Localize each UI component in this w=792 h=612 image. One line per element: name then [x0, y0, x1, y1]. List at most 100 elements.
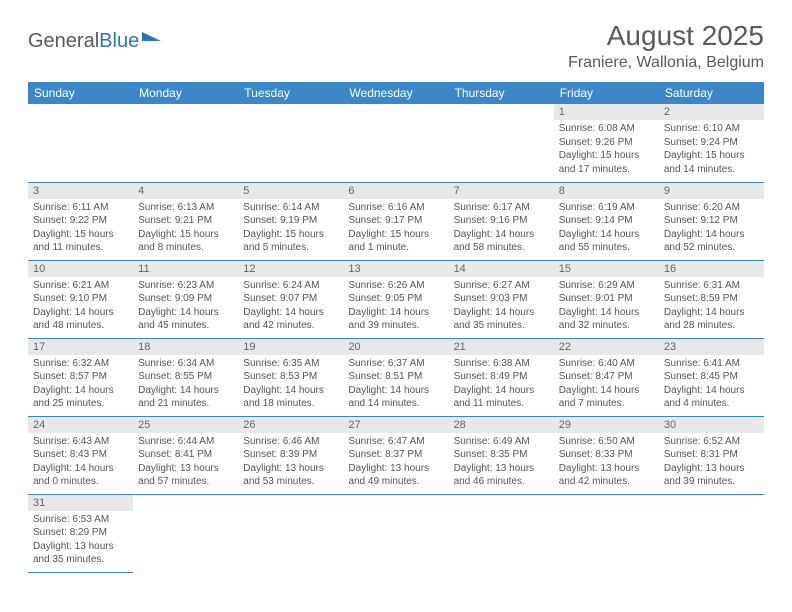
day-number: 12: [238, 261, 343, 277]
day-line-sr: Sunrise: 6:49 AM: [454, 435, 549, 449]
day-line-sr: Sunrise: 6:41 AM: [664, 357, 759, 371]
day-number: 30: [659, 417, 764, 433]
day-line-sr: Sunrise: 6:52 AM: [664, 435, 759, 449]
day-line-ss: Sunset: 8:57 PM: [33, 370, 128, 384]
day-details: Sunrise: 6:32 AMSunset: 8:57 PMDaylight:…: [28, 355, 133, 413]
day-line-dl2: and 4 minutes.: [664, 397, 759, 411]
day-line-ss: Sunset: 9:22 PM: [33, 214, 128, 228]
calendar-cell: [343, 494, 448, 572]
day-details: Sunrise: 6:14 AMSunset: 9:19 PMDaylight:…: [238, 199, 343, 257]
day-number: 20: [343, 339, 448, 355]
day-line-dl1: Daylight: 15 hours: [664, 149, 759, 163]
calendar-cell: [238, 104, 343, 182]
calendar-cell: 16Sunrise: 6:31 AMSunset: 8:59 PMDayligh…: [659, 260, 764, 338]
day-line-sr: Sunrise: 6:53 AM: [33, 513, 128, 527]
calendar-cell: 11Sunrise: 6:23 AMSunset: 9:09 PMDayligh…: [133, 260, 238, 338]
day-details: Sunrise: 6:52 AMSunset: 8:31 PMDaylight:…: [659, 433, 764, 491]
day-line-sr: Sunrise: 6:47 AM: [348, 435, 443, 449]
day-details: Sunrise: 6:43 AMSunset: 8:43 PMDaylight:…: [28, 433, 133, 491]
day-line-dl2: and 0 minutes.: [33, 475, 128, 489]
day-details: Sunrise: 6:11 AMSunset: 9:22 PMDaylight:…: [28, 199, 133, 257]
day-header-row: Sunday Monday Tuesday Wednesday Thursday…: [28, 82, 764, 104]
day-line-dl2: and 58 minutes.: [454, 241, 549, 255]
day-line-sr: Sunrise: 6:17 AM: [454, 201, 549, 215]
day-header: Tuesday: [238, 82, 343, 104]
day-line-dl2: and 14 minutes.: [348, 397, 443, 411]
day-line-ss: Sunset: 9:03 PM: [454, 292, 549, 306]
calendar-cell: [133, 104, 238, 182]
day-details: Sunrise: 6:34 AMSunset: 8:55 PMDaylight:…: [133, 355, 238, 413]
day-line-sr: Sunrise: 6:11 AM: [33, 201, 128, 215]
day-details: Sunrise: 6:08 AMSunset: 9:26 PMDaylight:…: [554, 120, 659, 178]
calendar-cell: 18Sunrise: 6:34 AMSunset: 8:55 PMDayligh…: [133, 338, 238, 416]
day-line-ss: Sunset: 8:53 PM: [243, 370, 338, 384]
day-number: 19: [238, 339, 343, 355]
day-line-sr: Sunrise: 6:37 AM: [348, 357, 443, 371]
day-line-dl2: and 5 minutes.: [243, 241, 338, 255]
day-line-dl2: and 35 minutes.: [454, 319, 549, 333]
day-number: 11: [133, 261, 238, 277]
day-line-sr: Sunrise: 6:13 AM: [138, 201, 233, 215]
day-line-sr: Sunrise: 6:26 AM: [348, 279, 443, 293]
day-details: Sunrise: 6:17 AMSunset: 9:16 PMDaylight:…: [449, 199, 554, 257]
day-details: Sunrise: 6:37 AMSunset: 8:51 PMDaylight:…: [343, 355, 448, 413]
day-line-ss: Sunset: 8:33 PM: [559, 448, 654, 462]
day-details: Sunrise: 6:16 AMSunset: 9:17 PMDaylight:…: [343, 199, 448, 257]
day-line-ss: Sunset: 9:26 PM: [559, 136, 654, 150]
day-line-dl2: and 28 minutes.: [664, 319, 759, 333]
day-details: Sunrise: 6:53 AMSunset: 8:29 PMDaylight:…: [28, 511, 133, 569]
day-header: Sunday: [28, 82, 133, 104]
day-header: Thursday: [449, 82, 554, 104]
calendar-page: GeneralBlue August 2025 Franiere, Wallon…: [0, 0, 792, 593]
day-line-dl1: Daylight: 13 hours: [138, 462, 233, 476]
day-line-dl1: Daylight: 15 hours: [243, 228, 338, 242]
calendar-cell: [238, 494, 343, 572]
day-line-ss: Sunset: 8:51 PM: [348, 370, 443, 384]
day-line-sr: Sunrise: 6:38 AM: [454, 357, 549, 371]
calendar-cell: 5Sunrise: 6:14 AMSunset: 9:19 PMDaylight…: [238, 182, 343, 260]
day-line-ss: Sunset: 9:05 PM: [348, 292, 443, 306]
day-line-dl2: and 14 minutes.: [664, 163, 759, 177]
day-line-sr: Sunrise: 6:27 AM: [454, 279, 549, 293]
day-number: 22: [554, 339, 659, 355]
day-line-sr: Sunrise: 6:20 AM: [664, 201, 759, 215]
header: GeneralBlue August 2025 Franiere, Wallon…: [28, 20, 764, 72]
day-line-ss: Sunset: 8:37 PM: [348, 448, 443, 462]
day-line-dl2: and 42 minutes.: [559, 475, 654, 489]
calendar-table: Sunday Monday Tuesday Wednesday Thursday…: [28, 82, 764, 573]
day-line-ss: Sunset: 8:59 PM: [664, 292, 759, 306]
day-details: Sunrise: 6:50 AMSunset: 8:33 PMDaylight:…: [554, 433, 659, 491]
day-line-dl2: and 21 minutes.: [138, 397, 233, 411]
day-line-ss: Sunset: 9:16 PM: [454, 214, 549, 228]
calendar-cell: 31Sunrise: 6:53 AMSunset: 8:29 PMDayligh…: [28, 494, 133, 572]
day-details: Sunrise: 6:24 AMSunset: 9:07 PMDaylight:…: [238, 277, 343, 335]
day-number: 13: [343, 261, 448, 277]
day-number: 9: [659, 183, 764, 199]
day-line-sr: Sunrise: 6:44 AM: [138, 435, 233, 449]
calendar-cell: 22Sunrise: 6:40 AMSunset: 8:47 PMDayligh…: [554, 338, 659, 416]
day-line-ss: Sunset: 9:19 PM: [243, 214, 338, 228]
day-details: Sunrise: 6:13 AMSunset: 9:21 PMDaylight:…: [133, 199, 238, 257]
day-line-sr: Sunrise: 6:19 AM: [559, 201, 654, 215]
day-line-dl2: and 8 minutes.: [138, 241, 233, 255]
calendar-cell: 8Sunrise: 6:19 AMSunset: 9:14 PMDaylight…: [554, 182, 659, 260]
calendar-cell: 3Sunrise: 6:11 AMSunset: 9:22 PMDaylight…: [28, 182, 133, 260]
calendar-cell: 13Sunrise: 6:26 AMSunset: 9:05 PMDayligh…: [343, 260, 448, 338]
calendar-cell: [133, 494, 238, 572]
day-number: 1: [554, 104, 659, 120]
day-line-ss: Sunset: 9:01 PM: [559, 292, 654, 306]
day-line-dl1: Daylight: 15 hours: [559, 149, 654, 163]
day-line-dl1: Daylight: 14 hours: [454, 228, 549, 242]
calendar-cell: 7Sunrise: 6:17 AMSunset: 9:16 PMDaylight…: [449, 182, 554, 260]
day-line-sr: Sunrise: 6:10 AM: [664, 122, 759, 136]
calendar-cell: 23Sunrise: 6:41 AMSunset: 8:45 PMDayligh…: [659, 338, 764, 416]
day-number: 24: [28, 417, 133, 433]
day-line-sr: Sunrise: 6:43 AM: [33, 435, 128, 449]
calendar-cell: 30Sunrise: 6:52 AMSunset: 8:31 PMDayligh…: [659, 416, 764, 494]
day-number: 17: [28, 339, 133, 355]
day-line-dl1: Daylight: 15 hours: [348, 228, 443, 242]
day-details: Sunrise: 6:21 AMSunset: 9:10 PMDaylight:…: [28, 277, 133, 335]
logo-text-general: General: [28, 30, 99, 53]
day-line-dl1: Daylight: 14 hours: [243, 384, 338, 398]
day-details: Sunrise: 6:46 AMSunset: 8:39 PMDaylight:…: [238, 433, 343, 491]
